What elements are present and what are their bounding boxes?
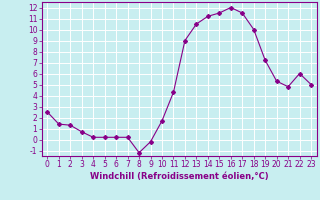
X-axis label: Windchill (Refroidissement éolien,°C): Windchill (Refroidissement éolien,°C) (90, 172, 268, 181)
